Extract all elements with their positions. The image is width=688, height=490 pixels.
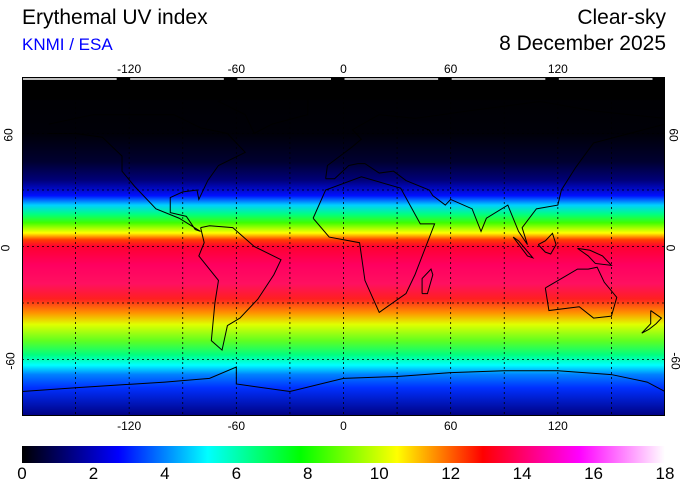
lon-tick-label-top: 60 — [443, 62, 458, 76]
lon-tick-label-bottom: -60 — [227, 419, 245, 433]
colorbar-tick-label: 14 — [512, 464, 532, 483]
lon-tick-label-bottom: 120 — [547, 419, 568, 433]
colorbar-tick-label: 18 — [655, 464, 675, 483]
coastline-south-america — [198, 225, 282, 352]
coastline-sumatra — [512, 236, 535, 259]
lat-tick-label-right: 0 — [663, 244, 678, 251]
map-overlay — [22, 77, 665, 416]
coastline-australia — [544, 266, 618, 319]
colorbar-tick-label: 16 — [584, 464, 604, 483]
lon-tick-label-bottom: 60 — [443, 419, 458, 433]
lat-tick-label-right: -60 — [668, 351, 683, 370]
coastline-antarctica — [22, 366, 665, 393]
lon-tick-label-bottom: 0 — [340, 419, 347, 433]
map-frame — [22, 77, 665, 416]
colorbar-tick-label: 0 — [17, 464, 27, 483]
coastline-new-zealand — [641, 310, 663, 334]
coastline-north-america — [48, 114, 247, 232]
lon-tick-label-bottom: -120 — [117, 419, 142, 433]
coastline-greenland — [217, 91, 309, 134]
colorbar-tick-label: 2 — [88, 464, 99, 483]
coastline-madagascar — [421, 268, 434, 295]
colorbar-tick-label: 12 — [441, 464, 461, 483]
colorbar — [22, 446, 665, 463]
lat-tick-label-left: -60 — [3, 351, 18, 370]
lon-tick-label-top: -120 — [117, 62, 142, 76]
coastline-africa — [312, 176, 436, 314]
colorbar-tick-label: 8 — [303, 464, 313, 483]
coastline-borneo — [537, 232, 557, 255]
map-title: Erythemal UV index — [22, 6, 208, 29]
lon-tick-label-top: -60 — [227, 62, 245, 76]
lat-tick-label-left: 0 — [0, 244, 12, 251]
source-label: KNMI / ESA — [22, 35, 113, 54]
coastline-new-guinea — [577, 247, 613, 266]
lat-tick-label-right: 60 — [666, 127, 681, 142]
lon-tick-label-top: 120 — [547, 62, 568, 76]
lon-tick-label-top: 0 — [340, 62, 347, 76]
colorbar-tick-label: 10 — [369, 464, 389, 483]
sky-mode-label: Clear-sky — [577, 6, 666, 29]
colorbar-tick-label: 6 — [231, 464, 242, 483]
colorbar-tick-label: 4 — [160, 464, 170, 483]
date-label: 8 December 2025 — [499, 32, 666, 55]
coastline-eurasia — [325, 100, 665, 245]
lat-tick-label-left: 60 — [1, 127, 16, 142]
